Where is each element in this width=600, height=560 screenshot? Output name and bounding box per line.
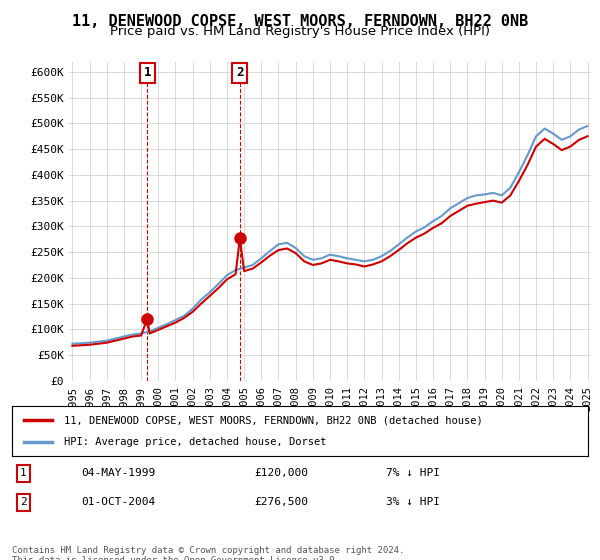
Text: 1: 1 xyxy=(20,468,27,478)
Text: 11, DENEWOOD COPSE, WEST MOORS, FERNDOWN, BH22 0NB: 11, DENEWOOD COPSE, WEST MOORS, FERNDOWN… xyxy=(72,14,528,29)
Text: Contains HM Land Registry data © Crown copyright and database right 2024.
This d: Contains HM Land Registry data © Crown c… xyxy=(12,546,404,560)
Text: 11, DENEWOOD COPSE, WEST MOORS, FERNDOWN, BH22 0NB (detached house): 11, DENEWOOD COPSE, WEST MOORS, FERNDOWN… xyxy=(64,415,482,425)
Text: 7% ↓ HPI: 7% ↓ HPI xyxy=(386,468,440,478)
Text: 04-MAY-1999: 04-MAY-1999 xyxy=(81,468,155,478)
Text: 1: 1 xyxy=(143,67,151,80)
Text: 2: 2 xyxy=(20,497,27,507)
Text: 2: 2 xyxy=(236,67,244,80)
Text: £120,000: £120,000 xyxy=(254,468,308,478)
Text: 3% ↓ HPI: 3% ↓ HPI xyxy=(386,497,440,507)
Text: £276,500: £276,500 xyxy=(254,497,308,507)
Text: Price paid vs. HM Land Registry's House Price Index (HPI): Price paid vs. HM Land Registry's House … xyxy=(110,25,490,38)
Text: HPI: Average price, detached house, Dorset: HPI: Average price, detached house, Dors… xyxy=(64,437,326,447)
Text: 01-OCT-2004: 01-OCT-2004 xyxy=(81,497,155,507)
